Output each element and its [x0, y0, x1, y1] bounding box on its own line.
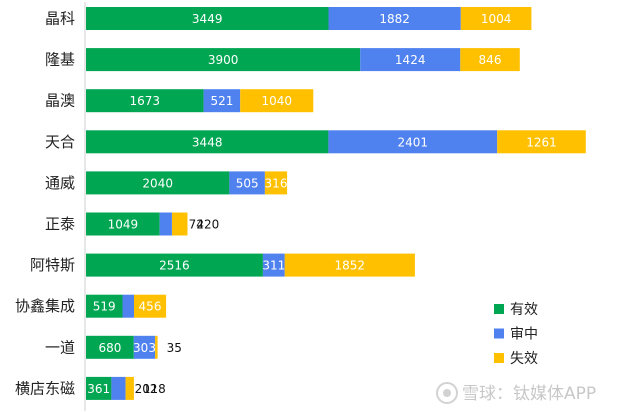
- category-label: 天合: [45, 133, 75, 151]
- category-label: 通威: [45, 174, 75, 192]
- data-label: 311: [262, 259, 285, 273]
- bar-segment-失效: [460, 48, 520, 72]
- bar-segment-失效: [284, 253, 415, 277]
- data-label: 456: [139, 300, 162, 314]
- bar-segment-失效: [240, 89, 314, 113]
- bar-segment-有效: [86, 130, 329, 154]
- bar-segment-审中: [360, 48, 461, 72]
- data-label: 361: [87, 382, 110, 396]
- bar-segment-有效: [86, 294, 123, 318]
- data-label: 1852: [335, 259, 366, 273]
- data-label: 2040: [142, 176, 173, 190]
- bar-segment-有效: [86, 48, 361, 72]
- data-label: 1882: [379, 12, 410, 26]
- data-label: 2516: [159, 259, 190, 273]
- bar-segment-有效: [86, 89, 204, 113]
- data-label: 1040: [262, 94, 293, 108]
- bar-segment-审中: [122, 294, 134, 318]
- category-label: 晶科: [45, 10, 75, 28]
- legend-swatch-失效: [494, 353, 504, 363]
- data-label: 1424: [395, 53, 426, 67]
- data-label: 3449: [192, 12, 223, 26]
- category-label: 晶澳: [45, 92, 75, 110]
- bar-segment-有效: [86, 376, 112, 400]
- bar-segment-失效: [460, 7, 532, 30]
- snowball-logo-inner-icon: [443, 389, 451, 397]
- data-label: 519: [93, 300, 116, 314]
- bar-segment-有效: [86, 7, 329, 30]
- bar-segment-失效: [134, 294, 167, 318]
- bar-segment-有效: [86, 335, 134, 359]
- bar-segment-失效: [155, 335, 158, 359]
- watermark: 雪球：钛媒体APP: [436, 382, 596, 404]
- bar-segment-有效: [86, 212, 160, 236]
- data-label: 1049: [108, 218, 139, 232]
- legend-label: 失效: [510, 351, 538, 367]
- category-label: 横店东磁: [15, 379, 75, 397]
- data-label: 1004: [481, 12, 512, 26]
- legend-label: 有效: [510, 302, 538, 318]
- data-label: 316: [265, 176, 288, 190]
- snowball-logo-icon: [436, 382, 458, 404]
- data-label: 202: [135, 382, 158, 396]
- legend-swatch-审中: [494, 328, 504, 339]
- data-label: 303: [133, 341, 156, 355]
- bar-segment-审中: [262, 253, 285, 277]
- data-label: 2401: [398, 135, 429, 149]
- category-label: 协鑫集成: [15, 297, 75, 315]
- bar-segment-审中: [229, 171, 265, 195]
- category-label: 正泰: [45, 215, 75, 233]
- legend-swatch-有效: [494, 304, 504, 314]
- bar-segment-失效: [264, 171, 288, 195]
- bar-segment-失效: [497, 130, 586, 154]
- data-label: 680: [98, 341, 121, 355]
- bar-segment-有效: [86, 171, 230, 195]
- data-label: 846: [479, 53, 502, 67]
- bar-segment-审中: [111, 376, 126, 400]
- data-label: 1673: [130, 94, 161, 108]
- bars-layer: 3449 1882 1004 3900 1424 846 1673 521 1040 3448 24…: [86, 7, 586, 400]
- category-label: 隆基: [45, 51, 75, 69]
- bar-segment-有效: [86, 253, 263, 277]
- bar-segment-失效: [172, 212, 188, 236]
- data-label: 220: [196, 218, 219, 232]
- data-label: 1261: [526, 135, 557, 149]
- bar-segment-审中: [159, 212, 172, 236]
- data-label: 505: [236, 176, 259, 190]
- bar-segment-审中: [203, 89, 241, 113]
- legend-label: 审中: [510, 327, 538, 343]
- data-label: 3448: [192, 135, 223, 149]
- bar-segment-审中: [328, 7, 461, 30]
- category-label: 一道: [45, 338, 75, 356]
- bar-segment-审中: [133, 335, 156, 359]
- watermark-text: 雪球：钛媒体APP: [462, 384, 596, 404]
- data-label: 3900: [208, 53, 239, 67]
- bar-segment-审中: [328, 130, 498, 154]
- data-label: 521: [210, 94, 233, 108]
- data-label: 35: [167, 341, 182, 355]
- data-label: 118: [143, 382, 166, 396]
- bar-segment-失效: [125, 376, 134, 400]
- category-label: 阿特斯: [30, 256, 75, 274]
